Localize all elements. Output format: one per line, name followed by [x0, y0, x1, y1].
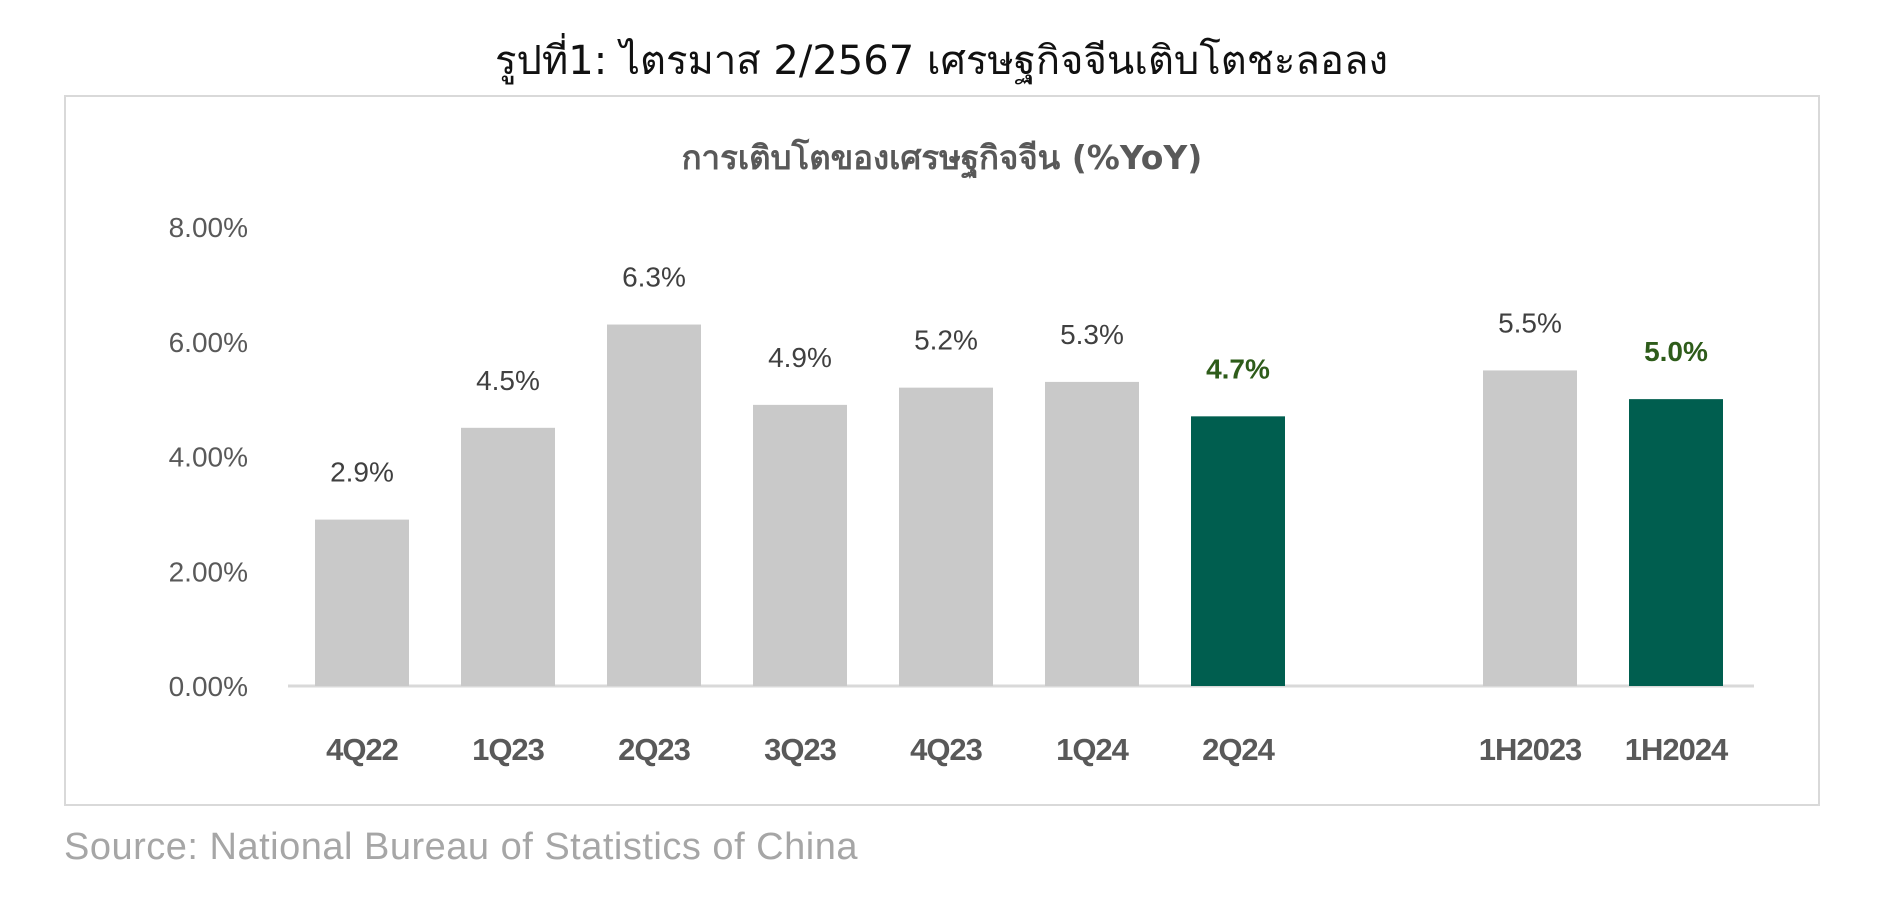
bar-4q22 [315, 519, 409, 686]
data-label-1h2024: 5.0% [1644, 336, 1708, 367]
bar-4q23 [899, 387, 993, 686]
bar-1q24 [1045, 381, 1139, 686]
bar-chart: การเติบโตของเศรษฐกิจจีน (%YoY) 0.00% 2.00… [169, 138, 1754, 767]
data-label-3q23: 4.9% [768, 342, 832, 373]
category-label-1h2024: 1H2024 [1625, 732, 1729, 767]
bar-2q23 [607, 324, 701, 686]
category-label-3q23: 3Q23 [764, 732, 837, 767]
data-label-1q24: 5.3% [1060, 319, 1124, 350]
y-axis: 0.00% 2.00% 4.00% 6.00% 8.00% [169, 212, 1754, 702]
category-label-1q24: 1Q24 [1056, 732, 1130, 767]
chart-title: การเติบโตของเศรษฐกิจจีน (%YoY) [682, 138, 1203, 179]
category-label-4q22: 4Q22 [326, 732, 398, 767]
figure-title: รูปที่1: ไตรมาส 2/2567 เศรษฐกิจจีนเติบโต… [495, 38, 1388, 84]
data-label-2q23: 6.3% [622, 262, 686, 293]
data-labels: 2.9% 4.5% 6.3% 4.9% 5.2% 5.3% 4.7% 5.5% 5.0% [330, 262, 1708, 488]
bar-1q23 [461, 427, 555, 686]
bar-2q24 [1191, 416, 1285, 686]
source-note: Source: National Bureau of Statistics of… [64, 826, 858, 868]
y-tick-label: 2.00% [169, 556, 248, 587]
data-label-2q24: 4.7% [1206, 353, 1270, 384]
bar-3q23 [753, 404, 847, 686]
category-label-1h2023: 1H2023 [1479, 732, 1582, 767]
y-tick-label: 0.00% [169, 671, 248, 702]
y-tick-label: 6.00% [169, 327, 248, 358]
y-tick-label: 4.00% [169, 442, 248, 473]
category-label-4q23: 4Q23 [910, 732, 983, 767]
data-label-4q22: 2.9% [330, 457, 394, 488]
category-label-1q23: 1Q23 [472, 732, 545, 767]
data-label-1q23: 4.5% [476, 365, 540, 396]
data-label-1h2023: 5.5% [1498, 307, 1562, 338]
bar-1h2023 [1483, 370, 1577, 686]
chart-frame: การเติบโตของเศรษฐกิจจีน (%YoY) 0.00% 2.00… [64, 95, 1820, 806]
category-label-2q24: 2Q24 [1202, 732, 1276, 767]
bar-1h2024 [1629, 399, 1723, 686]
y-tick-label: 8.00% [169, 212, 248, 243]
data-label-4q23: 5.2% [914, 325, 978, 356]
bars [315, 324, 1723, 686]
x-axis: 4Q22 1Q23 2Q23 3Q23 4Q23 1Q24 2Q24 1H2023 1H2024 [326, 732, 1730, 767]
category-label-2q23: 2Q23 [618, 732, 691, 767]
